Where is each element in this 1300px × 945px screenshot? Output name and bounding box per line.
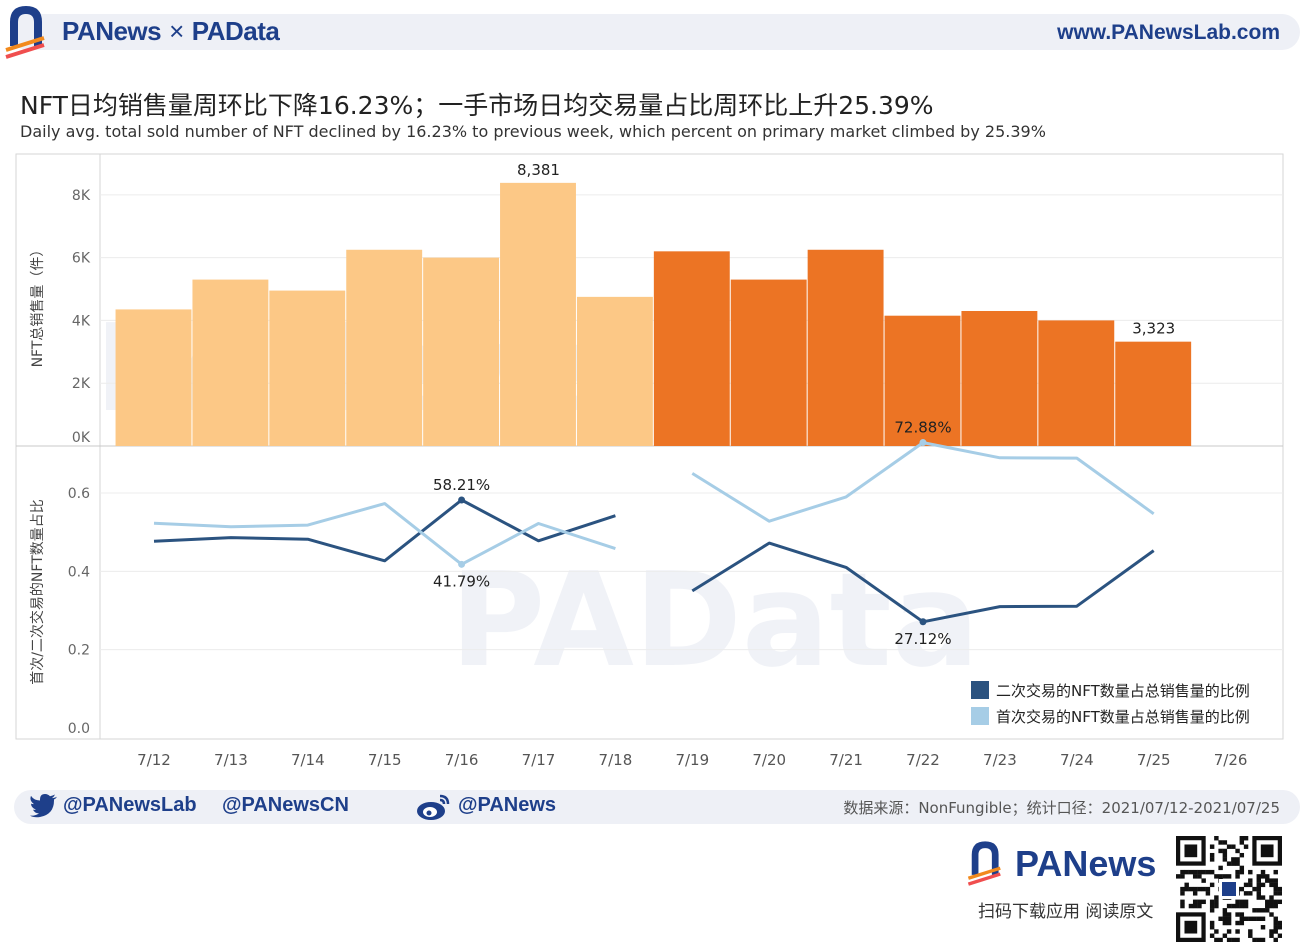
series-line-0-segment-0 [153,498,616,563]
chart-subtitle: Daily avg. total sold number of NFT decl… [20,122,1046,141]
bar-7/20 [730,279,807,446]
bar-7/23 [961,310,1038,446]
bar-y-tick-label: 4K [72,313,91,329]
line-data-label: 27.12% [894,630,951,648]
bar-7/12 [115,309,192,446]
x-tick-label: 7/18 [599,751,633,769]
bar-data-label: 3,323 [1132,320,1175,338]
line-data-label: 58.21% [433,476,490,494]
bar-7/13 [192,279,269,446]
bar-y-tick-label: 8K [72,188,91,204]
bar-7/21 [807,249,884,446]
brand-left: PANews [62,16,162,46]
x-tick-label: 7/14 [291,751,325,769]
chart-title: NFT日均销售量周环比下降16.23%；一手市场日均交易量占比周环比上升25.3… [20,91,934,120]
footer-bar [14,790,1300,824]
x-tick-label: 7/23 [983,751,1017,769]
series-line-1-segment-0 [153,502,616,566]
x-tick-label: 7/16 [445,751,479,769]
series-line-1-segment-1 [691,441,1155,523]
data-point-marker [919,439,927,447]
brand-separator: × [169,16,184,46]
x-tick-label: 7/22 [906,751,940,769]
x-tick-label: 7/12 [137,751,171,769]
bar-7/19 [653,251,730,446]
line-y-tick-label: 0.0 [68,721,90,737]
line-y-axis-label: 首次/二次交易的NFT数量占比 [29,499,46,685]
x-tick-label: 7/13 [214,751,248,769]
data-point-marker [919,618,927,626]
site-url[interactable]: www.PANewsLab.com [1057,21,1280,44]
bar-7/18 [576,296,653,446]
data-source-note: 数据来源：NonFungible；统计口径：2021/07/12-2021/07… [843,799,1280,817]
twitter-icon [30,794,57,818]
x-tick-label: 7/15 [368,751,402,769]
x-tick-label: 7/25 [1137,751,1171,769]
line-data-label: 72.88% [894,419,951,437]
bar-y-tick-label: 0K [72,430,91,446]
x-tick-label: 7/24 [1060,751,1094,769]
x-tick-label: 7/21 [829,751,863,769]
legend-label: 首次交易的NFT数量占总销售量的比例 [996,708,1250,726]
brand-title: PANews × PAData [62,16,280,47]
bar-7/24 [1038,320,1115,446]
legend-label: 二次交易的NFT数量占总销售量的比例 [996,682,1250,700]
chart-svg: PANewsPAData0K2K4K6K8K8,3813,323NFT总销售量（… [15,153,1284,769]
weibo-icon [417,794,450,820]
brand-right: PAData [191,16,280,46]
bar-7/14 [269,290,346,446]
line-y-tick-label: 0.6 [68,486,90,502]
weibo-handle[interactable]: @PANews [458,794,557,816]
bar-7/22 [884,315,961,446]
bar-y-tick-label: 2K [72,376,91,392]
panews-logo-icon-footer [967,841,1001,886]
bar-7/25 [1115,341,1192,446]
twitter-handle-cn[interactable]: @PANewsCN [222,794,349,816]
header-bar [10,14,1300,50]
x-tick-label: 7/26 [1214,751,1248,769]
legend-swatch [971,681,989,699]
twitter-handle-lab[interactable]: @PANewsLab [63,794,197,816]
x-tick-label: 7/19 [675,751,709,769]
data-point-marker [458,560,466,568]
panews-logo-icon [5,6,45,59]
watermark-padata: PAData [450,544,979,696]
bar-y-tick-label: 6K [72,251,91,267]
x-tick-label: 7/17 [522,751,556,769]
qr-code-icon[interactable] [1176,836,1282,942]
line-y-tick-label: 0.2 [68,643,90,659]
bar-data-label: 8,381 [517,161,560,179]
legend-swatch [971,707,989,725]
scan-hint: 扫码下载应用 阅读原文 [978,902,1154,922]
x-tick-label: 7/20 [752,751,786,769]
bar-7/15 [346,249,423,446]
bar-7/16 [423,257,500,446]
line-y-tick-label: 0.4 [68,564,90,580]
line-data-label: 41.79% [433,572,490,590]
bar-7/17 [500,182,576,447]
bar-y-axis-label: NFT总销售量（件） [30,243,46,368]
footer-brand: PANews [1015,843,1157,884]
data-point-marker [458,496,466,504]
